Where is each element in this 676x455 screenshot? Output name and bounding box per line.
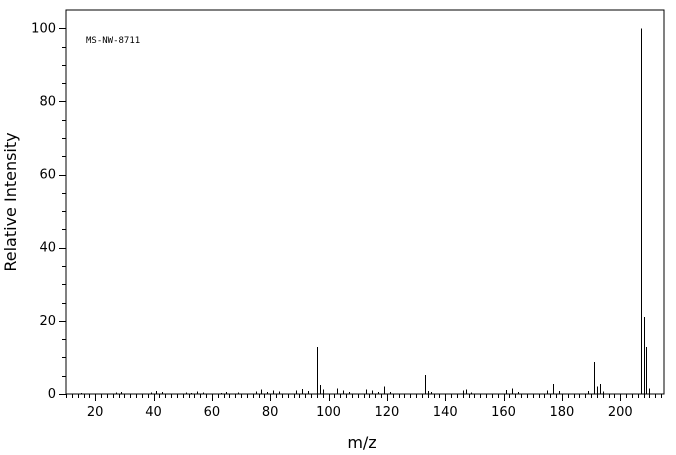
x-tick-label: 60 xyxy=(204,405,221,420)
x-tick-label: 140 xyxy=(433,405,458,420)
y-tick-label: 0 xyxy=(48,387,56,402)
y-tick-label: 60 xyxy=(39,168,56,183)
x-tick-label: 40 xyxy=(145,405,162,420)
x-tick-label: 80 xyxy=(262,405,279,420)
x-tick-label: 120 xyxy=(374,405,399,420)
y-tick-label: 20 xyxy=(39,314,56,329)
axes-layer: 20 40 60 80 100 120 140 160 180 200 0 20 40 60 80 100 xyxy=(31,9,665,420)
x-tick-label: 100 xyxy=(316,405,341,420)
x-tick-label: 20 xyxy=(87,405,104,420)
peaks-layer xyxy=(81,28,650,394)
x-tick-label: 180 xyxy=(549,405,574,420)
y-axis-title: Relative Intensity xyxy=(1,132,20,271)
y-tick-label: 80 xyxy=(39,94,56,109)
y-tick-label: 40 xyxy=(39,241,56,256)
x-tick-label: 160 xyxy=(491,405,516,420)
x-tick-label: 200 xyxy=(608,405,633,420)
plot-frame xyxy=(65,9,665,395)
x-axis-title: m/z xyxy=(347,433,376,452)
spectrum-id-annotation: MS-NW-8711 xyxy=(86,36,140,46)
y-tick-label: 100 xyxy=(31,21,56,36)
